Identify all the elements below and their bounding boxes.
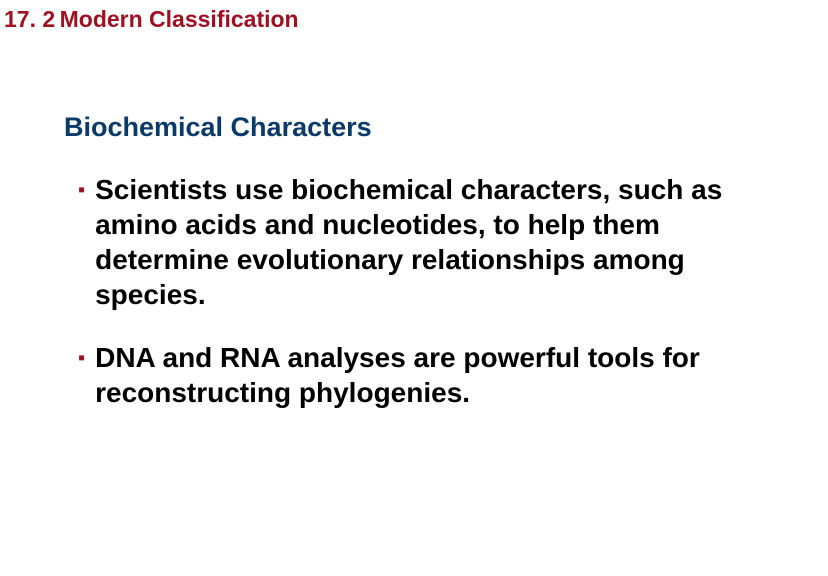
bullet-text: Scientists use biochemical characters, s… xyxy=(95,172,778,312)
list-item: ▪ DNA and RNA analyses are powerful tool… xyxy=(78,340,778,410)
bullet-square-icon: ▪ xyxy=(78,340,85,376)
chapter-header: 17. 2 Modern Classification Organizing L… xyxy=(4,6,592,33)
chapter-title-white: Organizing Life's Diversity xyxy=(303,6,592,32)
chapter-title-red: Modern Classification xyxy=(60,6,299,32)
bullet-list: ▪ Scientists use biochemical characters,… xyxy=(78,172,778,438)
chapter-number: 17. 2 xyxy=(4,6,55,32)
bullet-text: DNA and RNA analyses are powerful tools … xyxy=(95,340,778,410)
bullet-square-icon: ▪ xyxy=(78,172,85,208)
page-subtitle: Biochemical Characters xyxy=(64,112,372,143)
list-item: ▪ Scientists use biochemical characters,… xyxy=(78,172,778,312)
